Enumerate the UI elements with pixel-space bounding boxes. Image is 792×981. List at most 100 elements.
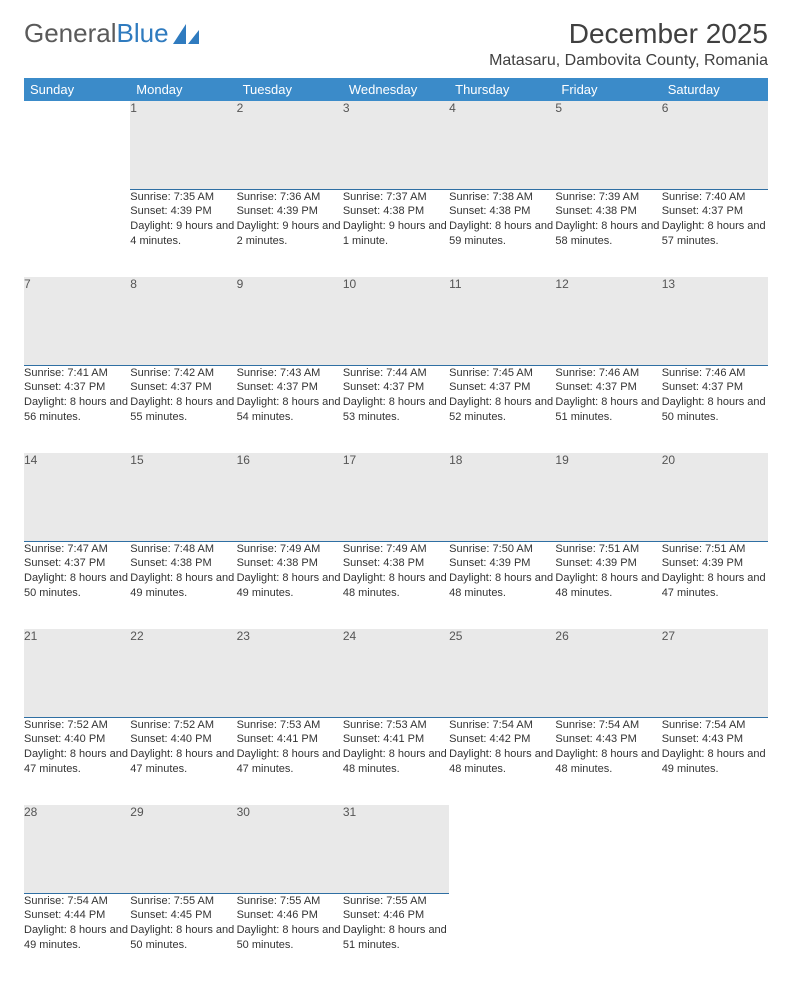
day-body-cell: Sunrise: 7:54 AMSunset: 4:44 PMDaylight:…: [24, 893, 130, 981]
day-info-line: Daylight: 8 hours and 55 minutes.: [130, 395, 236, 425]
day-body-cell: Sunrise: 7:51 AMSunset: 4:39 PMDaylight:…: [555, 541, 661, 629]
day-info-line: Sunset: 4:37 PM: [449, 380, 555, 395]
day-body-cell: Sunrise: 7:53 AMSunset: 4:41 PMDaylight:…: [237, 717, 343, 805]
day-info-line: Daylight: 8 hours and 58 minutes.: [555, 219, 661, 249]
weekday-header: Tuesday: [237, 78, 343, 101]
day-info-line: Sunset: 4:43 PM: [662, 732, 768, 747]
day-info-line: Daylight: 8 hours and 49 minutes.: [24, 923, 130, 953]
day-number-cell: 7: [24, 277, 130, 365]
day-info-line: Sunset: 4:39 PM: [130, 204, 236, 219]
day-number-cell: 5: [555, 101, 661, 189]
day-number-cell: [449, 805, 555, 893]
day-number-cell: 25: [449, 629, 555, 717]
day-info-line: Sunrise: 7:50 AM: [449, 542, 555, 557]
day-number-cell: 30: [237, 805, 343, 893]
day-info-line: Sunrise: 7:49 AM: [343, 542, 449, 557]
day-number-cell: [24, 101, 130, 189]
weekday-header-row: SundayMondayTuesdayWednesdayThursdayFrid…: [24, 78, 768, 101]
day-info-line: Sunrise: 7:53 AM: [237, 718, 343, 733]
day-body-row: Sunrise: 7:35 AMSunset: 4:39 PMDaylight:…: [24, 189, 768, 277]
day-info-line: Sunset: 4:39 PM: [449, 556, 555, 571]
day-info-line: Sunrise: 7:54 AM: [449, 718, 555, 733]
day-info-line: Sunset: 4:38 PM: [130, 556, 236, 571]
weekday-header: Friday: [555, 78, 661, 101]
day-body-cell: Sunrise: 7:45 AMSunset: 4:37 PMDaylight:…: [449, 365, 555, 453]
day-number-cell: 20: [662, 453, 768, 541]
day-number-cell: 29: [130, 805, 236, 893]
day-info-line: Sunrise: 7:41 AM: [24, 366, 130, 381]
day-info-line: Daylight: 8 hours and 51 minutes.: [555, 395, 661, 425]
day-info-line: Sunrise: 7:53 AM: [343, 718, 449, 733]
day-info-line: Sunrise: 7:39 AM: [555, 190, 661, 205]
day-body-cell: Sunrise: 7:39 AMSunset: 4:38 PMDaylight:…: [555, 189, 661, 277]
day-number-cell: 22: [130, 629, 236, 717]
day-info-line: Daylight: 9 hours and 4 minutes.: [130, 219, 236, 249]
day-body-cell: Sunrise: 7:49 AMSunset: 4:38 PMDaylight:…: [343, 541, 449, 629]
day-body-cell: Sunrise: 7:49 AMSunset: 4:38 PMDaylight:…: [237, 541, 343, 629]
day-info-line: Sunset: 4:46 PM: [343, 908, 449, 923]
day-info-line: Daylight: 8 hours and 54 minutes.: [237, 395, 343, 425]
day-info-line: Sunrise: 7:38 AM: [449, 190, 555, 205]
day-info-line: Daylight: 8 hours and 57 minutes.: [662, 219, 768, 249]
day-number-cell: 21: [24, 629, 130, 717]
brand-part2: Blue: [117, 18, 169, 49]
day-info-line: Sunrise: 7:48 AM: [130, 542, 236, 557]
day-number-cell: 31: [343, 805, 449, 893]
day-info-line: Daylight: 8 hours and 56 minutes.: [24, 395, 130, 425]
day-number-cell: 6: [662, 101, 768, 189]
day-body-cell: Sunrise: 7:50 AMSunset: 4:39 PMDaylight:…: [449, 541, 555, 629]
day-body-cell: Sunrise: 7:37 AMSunset: 4:38 PMDaylight:…: [343, 189, 449, 277]
day-body-cell: [24, 189, 130, 277]
brand-logo: GeneralBlue: [24, 18, 199, 49]
day-info-line: Daylight: 8 hours and 48 minutes.: [343, 747, 449, 777]
day-info-line: Sunset: 4:43 PM: [555, 732, 661, 747]
day-number-row: 123456: [24, 101, 768, 189]
day-info-line: Sunset: 4:38 PM: [343, 556, 449, 571]
day-info-line: Daylight: 8 hours and 52 minutes.: [449, 395, 555, 425]
day-info-line: Sunrise: 7:46 AM: [662, 366, 768, 381]
day-info-line: Daylight: 8 hours and 50 minutes.: [130, 923, 236, 953]
day-info-line: Sunset: 4:44 PM: [24, 908, 130, 923]
day-number-cell: 23: [237, 629, 343, 717]
day-number-cell: 24: [343, 629, 449, 717]
day-number-cell: 10: [343, 277, 449, 365]
day-info-line: Sunrise: 7:54 AM: [555, 718, 661, 733]
sail-icon: [173, 24, 199, 44]
day-number-cell: 15: [130, 453, 236, 541]
day-info-line: Daylight: 8 hours and 47 minutes.: [130, 747, 236, 777]
day-number-row: 28293031: [24, 805, 768, 893]
day-body-row: Sunrise: 7:47 AMSunset: 4:37 PMDaylight:…: [24, 541, 768, 629]
day-info-line: Sunset: 4:45 PM: [130, 908, 236, 923]
day-body-row: Sunrise: 7:52 AMSunset: 4:40 PMDaylight:…: [24, 717, 768, 805]
day-body-cell: Sunrise: 7:54 AMSunset: 4:43 PMDaylight:…: [662, 717, 768, 805]
day-info-line: Sunset: 4:40 PM: [24, 732, 130, 747]
weekday-header: Sunday: [24, 78, 130, 101]
day-info-line: Sunrise: 7:37 AM: [343, 190, 449, 205]
day-number-cell: 9: [237, 277, 343, 365]
day-info-line: Sunrise: 7:44 AM: [343, 366, 449, 381]
day-body-cell: Sunrise: 7:55 AMSunset: 4:46 PMDaylight:…: [237, 893, 343, 981]
day-info-line: Sunrise: 7:40 AM: [662, 190, 768, 205]
day-body-cell: Sunrise: 7:54 AMSunset: 4:43 PMDaylight:…: [555, 717, 661, 805]
day-info-line: Sunrise: 7:55 AM: [130, 894, 236, 909]
day-number-cell: [555, 805, 661, 893]
day-info-line: Sunrise: 7:51 AM: [555, 542, 661, 557]
day-info-line: Daylight: 9 hours and 2 minutes.: [237, 219, 343, 249]
day-number-cell: 13: [662, 277, 768, 365]
day-number-cell: 2: [237, 101, 343, 189]
day-info-line: Daylight: 8 hours and 48 minutes.: [555, 747, 661, 777]
day-info-line: Daylight: 9 hours and 1 minute.: [343, 219, 449, 249]
day-info-line: Sunrise: 7:55 AM: [237, 894, 343, 909]
day-number-cell: 18: [449, 453, 555, 541]
day-number-cell: 12: [555, 277, 661, 365]
weekday-header: Wednesday: [343, 78, 449, 101]
day-info-line: Sunset: 4:37 PM: [24, 556, 130, 571]
day-info-line: Sunset: 4:46 PM: [237, 908, 343, 923]
day-info-line: Sunset: 4:39 PM: [237, 204, 343, 219]
day-info-line: Sunrise: 7:46 AM: [555, 366, 661, 381]
day-info-line: Sunrise: 7:36 AM: [237, 190, 343, 205]
weekday-header: Saturday: [662, 78, 768, 101]
day-body-cell: [662, 893, 768, 981]
day-info-line: Daylight: 8 hours and 50 minutes.: [662, 395, 768, 425]
day-info-line: Sunrise: 7:45 AM: [449, 366, 555, 381]
